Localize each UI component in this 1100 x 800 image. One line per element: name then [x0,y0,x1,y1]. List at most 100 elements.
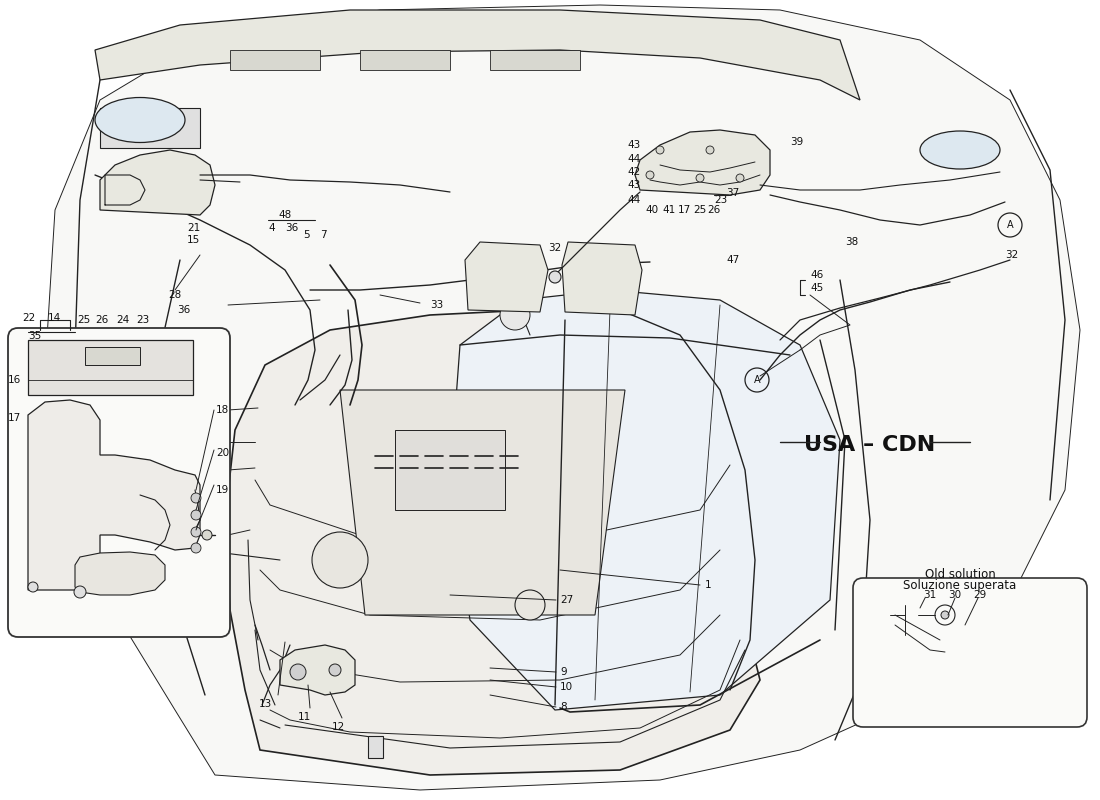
Text: 7: 7 [320,230,327,240]
Circle shape [191,527,201,537]
Text: 11: 11 [297,712,310,722]
Circle shape [500,300,530,330]
Circle shape [312,532,368,588]
Text: 8: 8 [560,702,566,712]
Polygon shape [450,290,840,710]
Text: 15: 15 [187,235,200,245]
Circle shape [940,611,949,619]
Text: 23: 23 [136,315,150,325]
Polygon shape [100,150,214,215]
Circle shape [191,510,201,520]
Polygon shape [45,5,1080,790]
Text: 39: 39 [790,137,803,147]
Text: 5: 5 [302,230,309,240]
Text: 26: 26 [95,315,108,325]
Bar [395,430,505,510]
Circle shape [28,582,38,592]
Text: USA – CDN: USA – CDN [804,435,936,455]
Circle shape [515,590,544,620]
Text: 17: 17 [678,205,691,215]
Text: 43: 43 [627,180,640,190]
Text: 19: 19 [216,485,229,495]
Circle shape [696,174,704,182]
FancyBboxPatch shape [8,328,230,637]
Text: 23: 23 [714,195,727,205]
Text: 37: 37 [726,188,739,198]
Bar [85,347,140,365]
Text: Soluzione superata: Soluzione superata [903,578,1016,591]
Text: 1: 1 [705,580,712,590]
Polygon shape [226,310,760,775]
Polygon shape [95,10,860,100]
Text: 25: 25 [693,205,706,215]
Text: 46: 46 [810,270,823,280]
Text: 36: 36 [285,223,298,233]
Text: A: A [1006,220,1013,230]
Circle shape [736,174,744,182]
Circle shape [549,271,561,283]
Bar [28,340,192,395]
Polygon shape [340,390,625,615]
Text: 45: 45 [810,283,823,293]
Text: 10: 10 [560,682,573,692]
Text: 44: 44 [627,154,640,164]
Polygon shape [635,130,770,195]
Text: 43: 43 [627,140,640,150]
Circle shape [656,146,664,154]
Text: 31: 31 [923,590,936,600]
Text: 2: 2 [207,530,213,540]
Circle shape [290,664,306,680]
Text: 25: 25 [77,315,90,325]
Circle shape [191,493,201,503]
Circle shape [329,664,341,676]
Polygon shape [75,552,165,595]
Text: 35: 35 [28,331,42,341]
Text: 17: 17 [8,413,21,423]
Ellipse shape [920,131,1000,169]
Text: 4: 4 [268,223,275,233]
Text: 24: 24 [116,315,130,325]
Text: Old solution: Old solution [925,567,996,581]
Text: 16: 16 [8,375,21,385]
Text: 21: 21 [187,223,200,233]
Text: 28: 28 [168,290,182,300]
Text: 48: 48 [278,210,292,220]
Bar [230,50,320,70]
Text: 13: 13 [258,699,272,709]
Text: 47: 47 [726,255,739,265]
Polygon shape [562,242,642,315]
Text: 36: 36 [177,305,190,315]
Polygon shape [465,242,548,312]
Text: 30: 30 [948,590,961,600]
Text: a passion for parts.com: a passion for parts.com [270,362,591,498]
Text: 27: 27 [560,595,573,605]
Text: 44: 44 [627,195,640,205]
Bar [100,108,200,148]
Text: 32: 32 [548,243,561,253]
Text: 18: 18 [216,405,229,415]
Text: 26: 26 [707,205,721,215]
Text: 32: 32 [1005,250,1019,260]
Ellipse shape [95,98,185,142]
Text: A: A [754,375,760,385]
Text: 40: 40 [645,205,658,215]
Text: 34: 34 [200,465,213,475]
Polygon shape [280,645,355,695]
Text: 33: 33 [430,300,443,310]
Bar [490,50,580,70]
Circle shape [706,146,714,154]
Text: 20: 20 [216,448,229,458]
Circle shape [74,586,86,598]
Text: 38: 38 [845,237,858,247]
Text: 14: 14 [48,313,62,323]
Circle shape [191,543,201,553]
Text: 42: 42 [627,167,640,177]
Text: 22: 22 [22,313,35,323]
Text: 9: 9 [560,667,566,677]
Bar [368,736,383,758]
Circle shape [202,530,212,540]
Text: 6: 6 [207,405,213,415]
Bar [360,50,450,70]
Text: 29: 29 [974,590,987,600]
FancyBboxPatch shape [852,578,1087,727]
